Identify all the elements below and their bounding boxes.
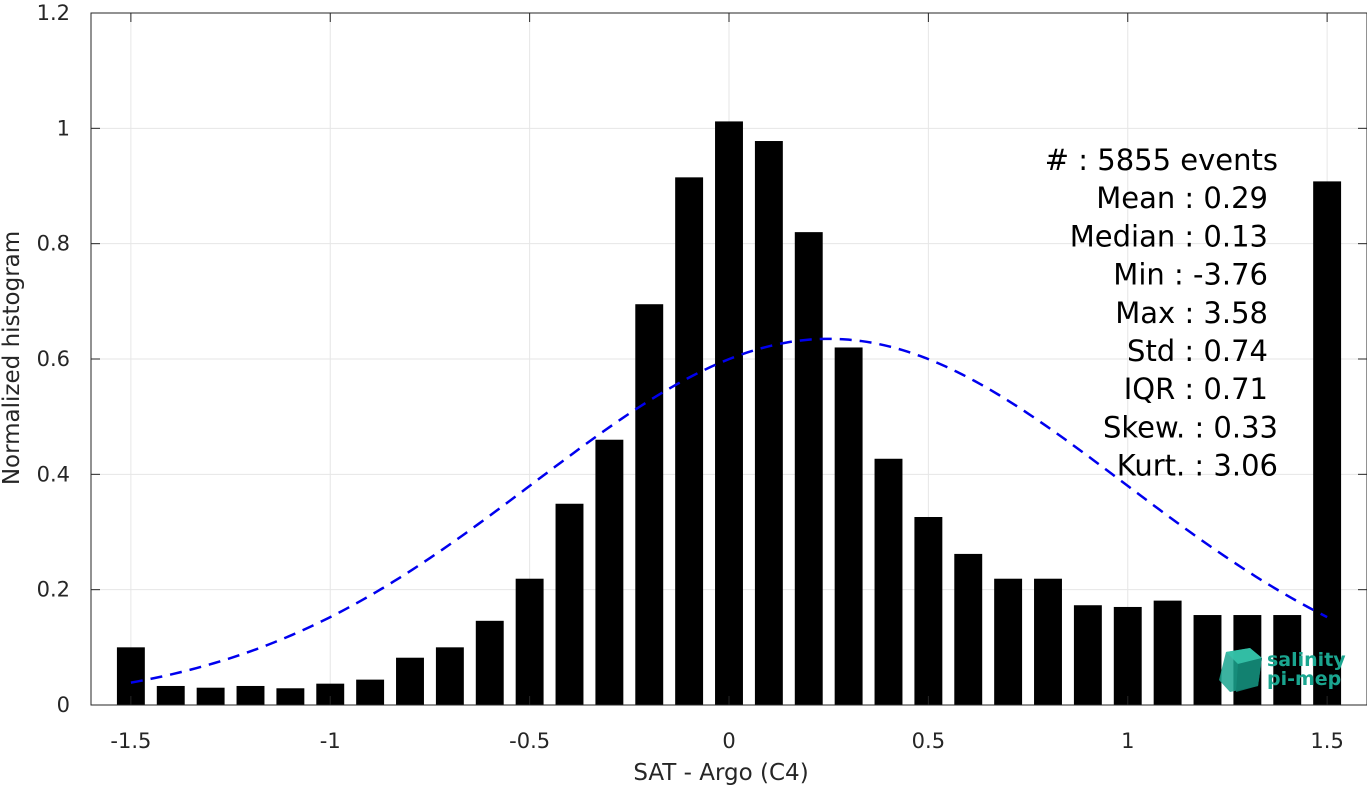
histogram-bar — [1073, 605, 1102, 705]
y-tick-label: 1.2 — [37, 1, 70, 25]
x-tick-label: -1 — [320, 729, 341, 753]
stat-line: Skew. : 0.33 — [1103, 410, 1278, 444]
x-axis-ticks: -1.5 -1 -0.5 0 0.5 1 1.5 — [110, 13, 1344, 753]
histogram-bar — [1193, 615, 1222, 705]
histogram-bar — [435, 647, 464, 705]
histogram-bar — [794, 232, 823, 705]
histogram-bar — [196, 687, 225, 705]
histogram-bar — [874, 458, 903, 705]
histogram-bar — [754, 141, 783, 705]
stat-line: # : 5855 events — [1045, 143, 1278, 177]
cube-icon — [1219, 648, 1262, 692]
x-tick-label: -0.5 — [509, 729, 550, 753]
histogram-bar — [1273, 615, 1302, 705]
histogram-bar — [475, 620, 504, 705]
histogram-bar — [116, 647, 145, 705]
histogram-bar — [954, 553, 983, 705]
histogram-bar — [994, 578, 1023, 705]
y-axis-ticks: 0 0.2 0.4 0.6 0.8 1 1.2 — [37, 1, 1367, 717]
fit-curve — [130, 337, 1328, 684]
histogram-bar — [356, 679, 385, 705]
y-tick-label: 0.2 — [37, 578, 70, 602]
y-tick-label: 1 — [57, 116, 70, 140]
histogram-bar — [1113, 606, 1142, 705]
stat-line: Std : 0.74 — [1127, 334, 1268, 368]
stat-line: IQR : 0.71 — [1124, 372, 1268, 406]
y-axis-label: Normalized histogram — [0, 231, 25, 485]
stat-line: Median : 0.13 — [1070, 219, 1268, 253]
histogram-bar — [675, 177, 704, 706]
salinity-pimep-logo: salinity pi-mep — [1219, 648, 1346, 692]
y-tick-label: 0.6 — [37, 347, 70, 371]
y-tick-label: 0 — [57, 693, 70, 717]
x-tick-label: 1.5 — [1310, 729, 1343, 753]
histogram-bar — [515, 578, 544, 705]
histogram-bar — [914, 517, 943, 705]
histogram-bar — [1313, 181, 1342, 706]
histogram-bar — [156, 685, 185, 705]
histogram-bar — [595, 439, 624, 705]
histogram-bar — [1153, 600, 1182, 705]
stat-line: Mean : 0.29 — [1096, 181, 1268, 215]
statistics-box: # : 5855 events Mean : 0.29 Median : 0.13 M… — [1045, 143, 1278, 483]
y-tick-label: 0.4 — [37, 462, 70, 486]
histogram-bars — [116, 121, 1342, 706]
histogram-bar — [236, 685, 265, 705]
x-axis-label: SAT - Argo (C4) — [633, 760, 808, 786]
histogram-bar — [635, 304, 664, 705]
x-tick-label: -1.5 — [110, 729, 151, 753]
x-tick-label: 0.5 — [912, 729, 945, 753]
histogram-bar — [555, 503, 584, 705]
histogram-bar — [1034, 578, 1062, 705]
histogram-bar — [316, 683, 345, 705]
stat-line: Min : -3.76 — [1113, 258, 1268, 292]
histogram-bar — [834, 347, 863, 705]
x-tick-label: 0 — [722, 729, 735, 753]
histogram-bar — [276, 688, 305, 705]
histogram-bar — [715, 121, 743, 705]
logo-line-1: salinity — [1267, 649, 1346, 671]
y-tick-label: 0.8 — [37, 232, 70, 256]
logo-line-2: pi-mep — [1267, 668, 1341, 690]
stat-line: Max : 3.58 — [1115, 296, 1268, 330]
x-tick-label: 1 — [1121, 729, 1134, 753]
stat-line: Kurt. : 3.06 — [1117, 449, 1278, 483]
histogram-bar — [396, 657, 424, 705]
